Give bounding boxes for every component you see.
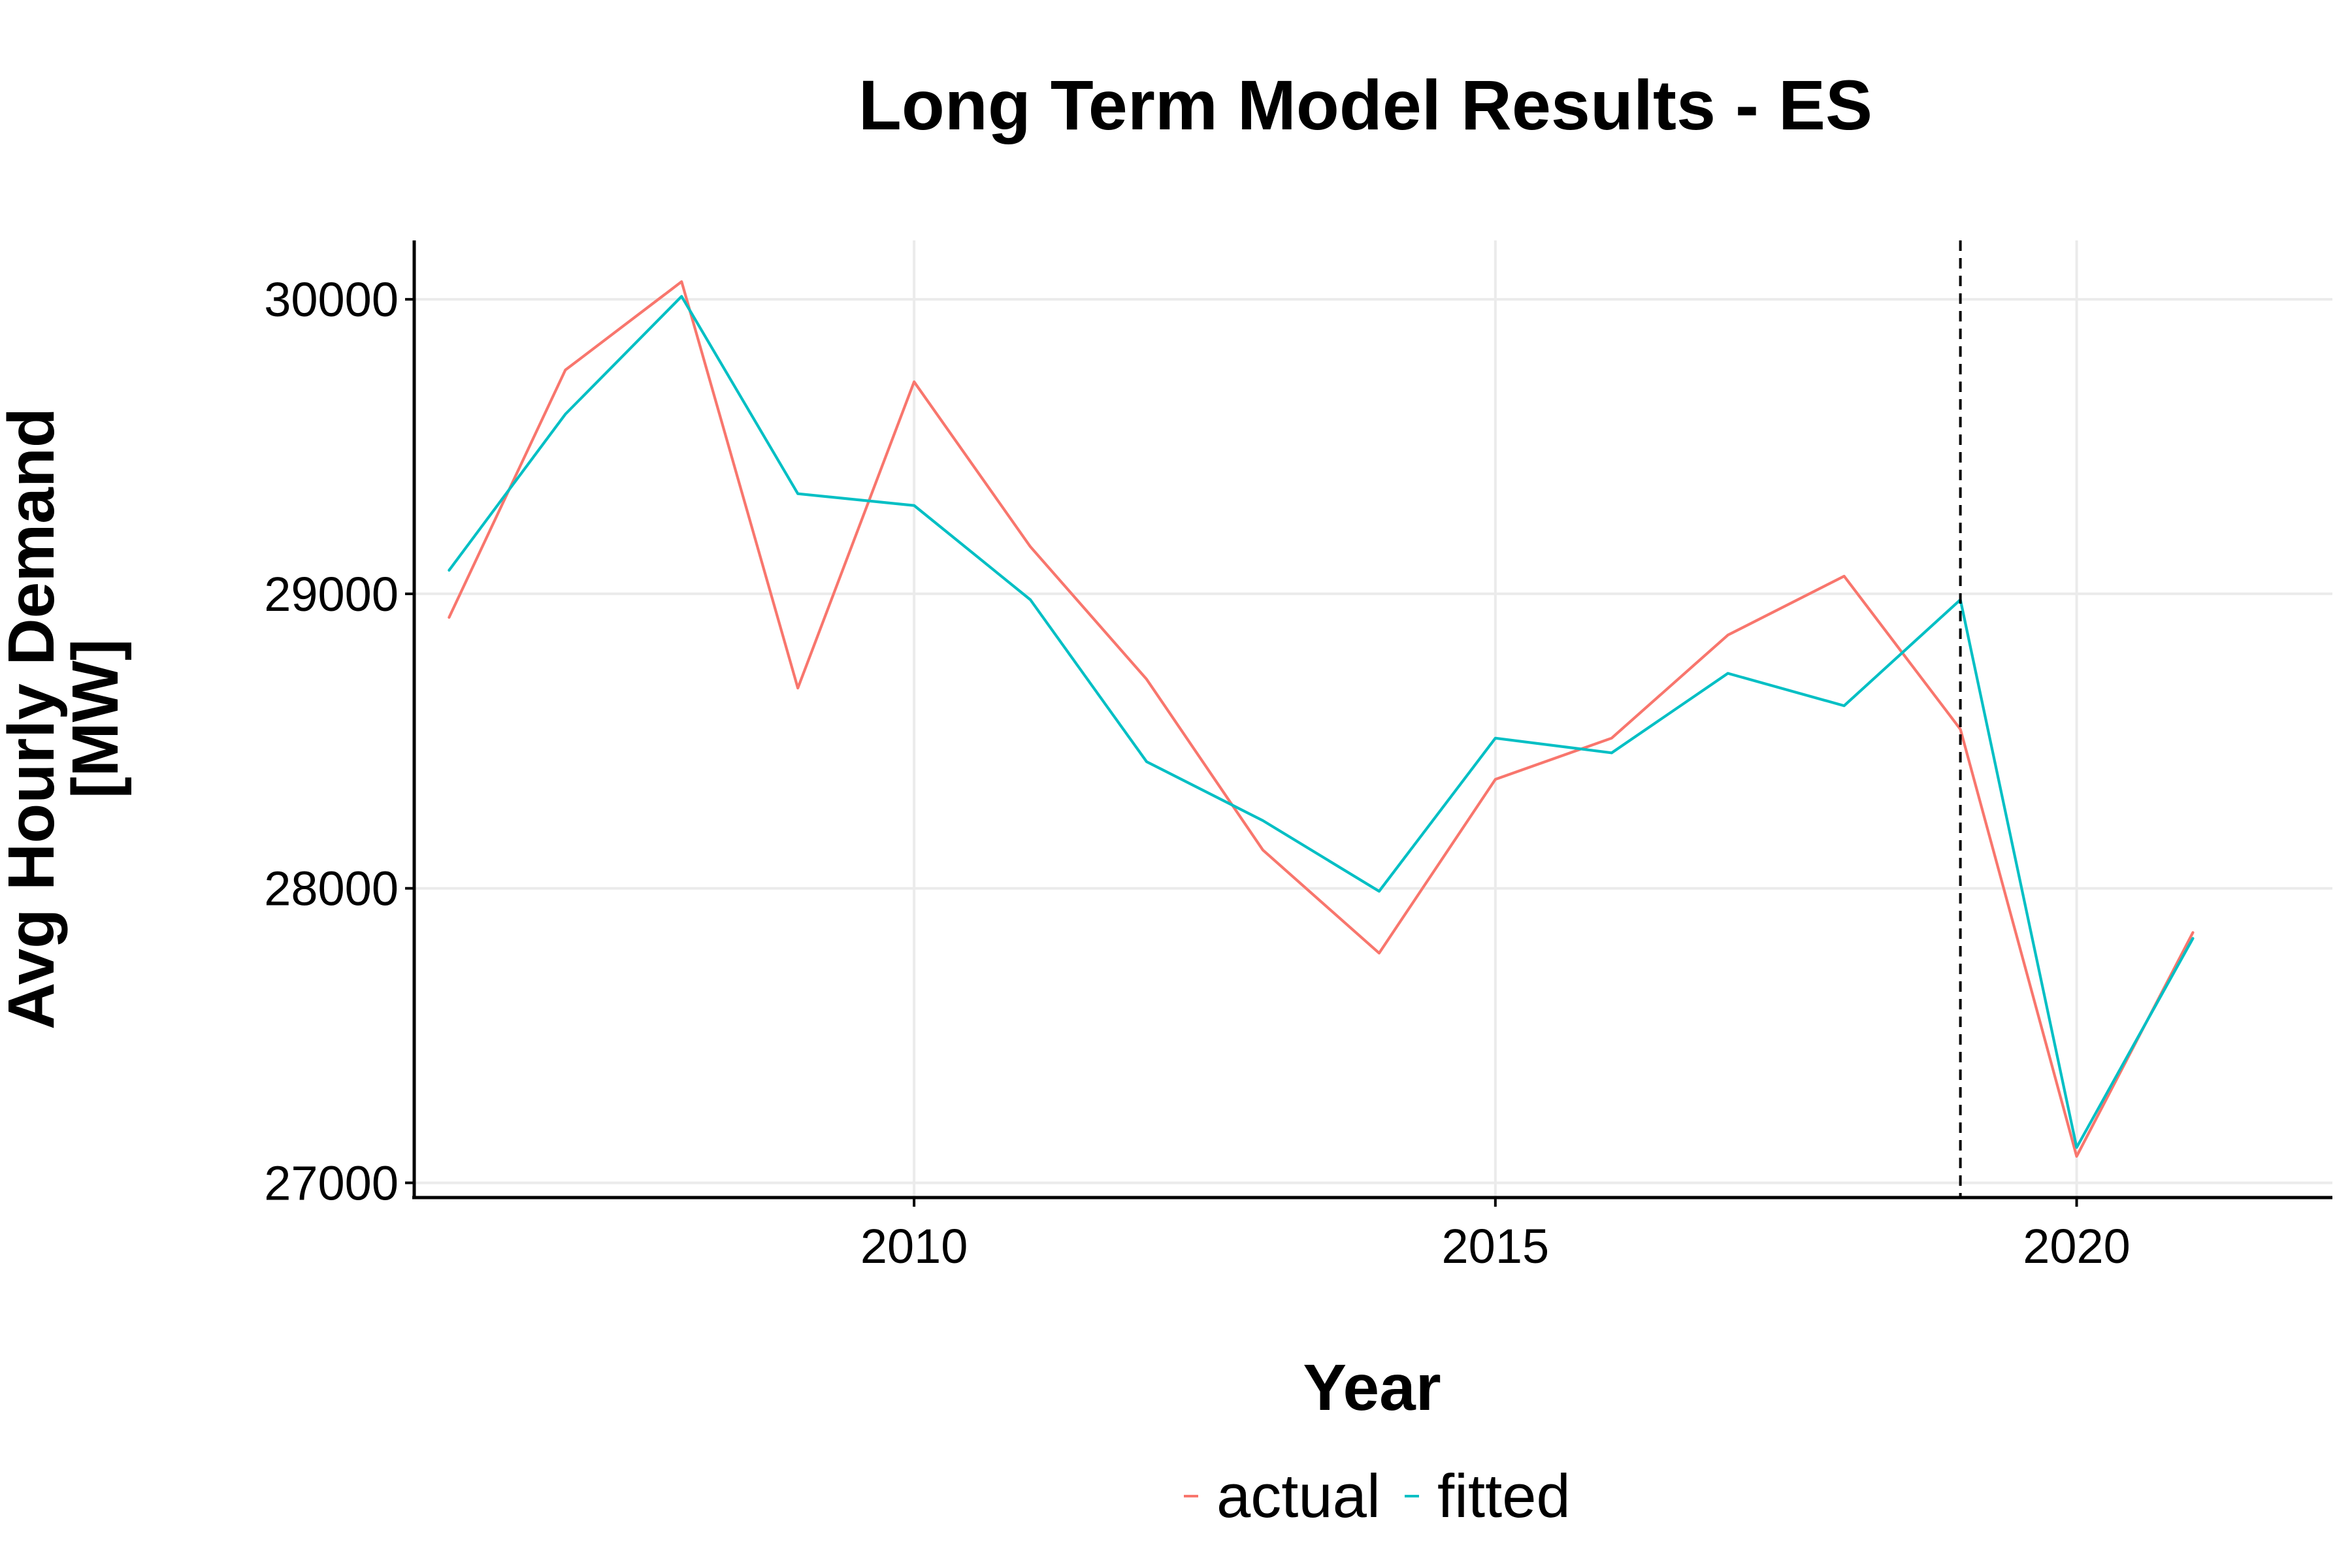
- y-tick-label: 30000: [264, 272, 399, 327]
- grid-lines: [414, 240, 2332, 1198]
- chart-title: Long Term Model Results - ES: [858, 65, 1872, 144]
- series-line-actual: [448, 280, 2195, 1158]
- x-tick-label: 2015: [1442, 1219, 1550, 1273]
- x-axis-title: Year: [1303, 1351, 1441, 1424]
- legend: actual fitted: [1184, 1462, 1571, 1530]
- y-tick-label: 28000: [264, 862, 399, 916]
- y-axis-title-line-2: [MW]: [59, 639, 132, 798]
- y-axis-ticks: 27000 28000 29000 30000: [264, 272, 414, 1210]
- plot-area: [448, 280, 2195, 1158]
- series-line-fitted: [448, 295, 2195, 1149]
- y-axis-title: Avg Hourly Demand [MW]: [0, 408, 132, 1030]
- y-axis-title-line-1: Avg Hourly Demand: [0, 408, 68, 1030]
- legend-label-actual: actual: [1217, 1462, 1380, 1530]
- legend-label-fitted: fitted: [1437, 1462, 1571, 1530]
- x-axis-ticks: 2010 2015 2020: [860, 1198, 2131, 1273]
- y-tick-label: 29000: [264, 567, 399, 621]
- y-tick-label: 27000: [264, 1156, 399, 1210]
- axes: [412, 240, 2332, 1200]
- x-tick-label: 2020: [2023, 1219, 2131, 1273]
- x-tick-label: 2010: [860, 1219, 968, 1273]
